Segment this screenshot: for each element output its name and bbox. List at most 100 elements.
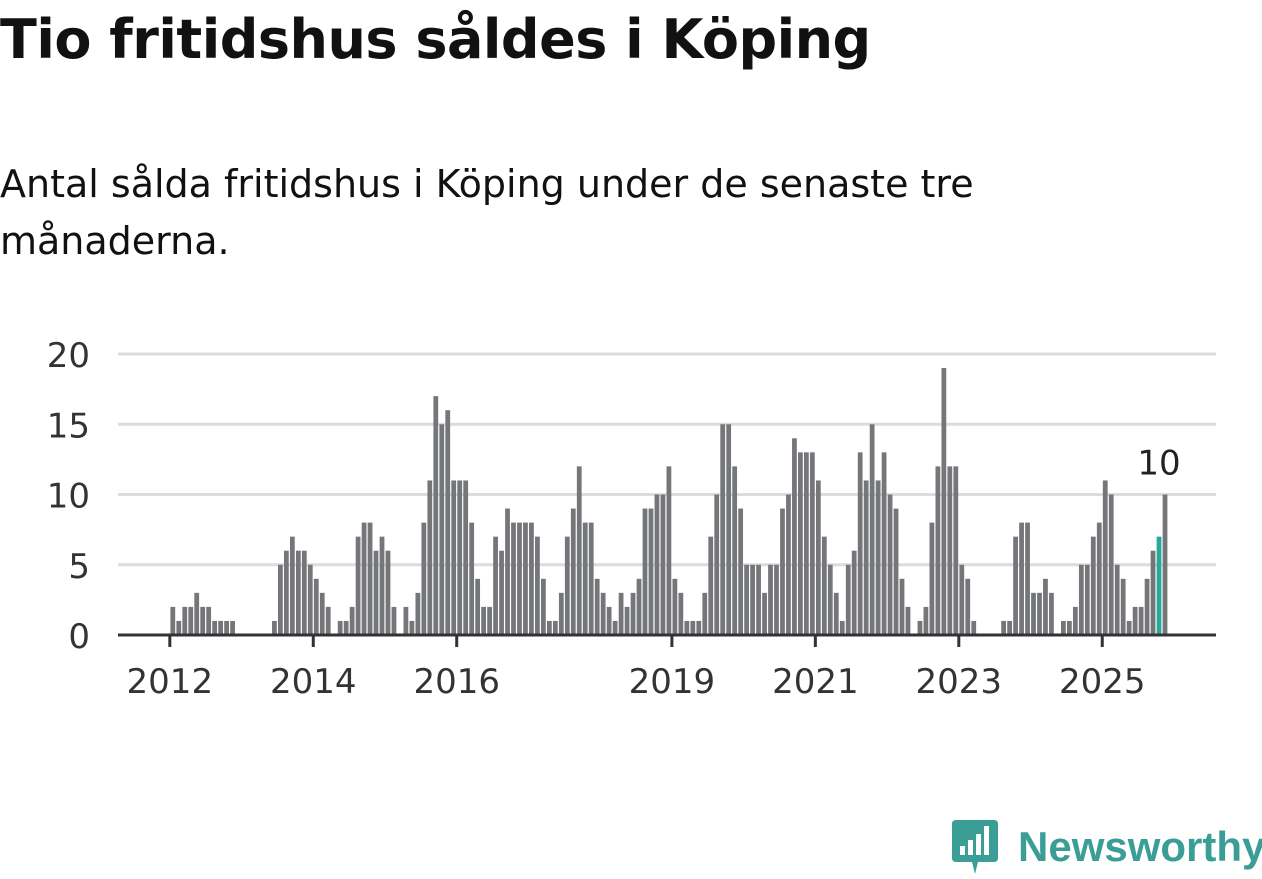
y-tick-label: 10 [47,477,90,517]
bar [475,578,481,635]
bar [648,508,654,635]
bar [917,620,923,635]
bar [511,522,516,635]
bar [720,424,726,635]
bar [361,522,367,635]
highlight-label: 10 [1137,444,1180,484]
bar [505,508,510,635]
bar [1138,606,1144,635]
bar [283,550,289,635]
y-axis-labels: 0 5 10 15 20 [47,336,90,657]
bar [714,494,720,635]
bar [738,508,744,635]
bar [278,564,283,635]
bar [678,592,684,635]
bar [325,606,331,635]
bar [732,466,738,635]
bar [594,578,600,635]
bar [863,480,869,635]
bar [1102,480,1108,635]
bar [762,592,767,635]
bar [786,494,791,635]
bar [965,578,971,635]
bar [1090,536,1096,635]
bar [726,424,732,635]
bar [774,564,779,635]
bar [857,452,863,635]
bar [1114,564,1120,635]
bar [971,620,977,635]
bar [690,620,696,635]
bar [708,536,714,635]
bar-highlighted [1156,536,1162,635]
bar [1120,578,1126,635]
bar [1001,620,1007,635]
bar [439,424,445,635]
bar [1078,564,1084,635]
bar [355,536,361,635]
bar [337,620,343,635]
bar [1150,550,1156,635]
bar [660,494,666,635]
bar [1049,592,1054,635]
bar [541,578,546,635]
bar [744,564,749,635]
bar [415,592,421,635]
bar [307,564,313,635]
bar [391,606,397,635]
bar [630,592,636,635]
bar [881,452,887,635]
bar [499,550,504,635]
x-tick-label: 2016 [413,662,500,702]
bar [379,536,385,635]
newsworthy-logo-icon [952,820,998,874]
x-tick-label: 2021 [772,662,859,702]
bar [809,452,815,635]
bar [1043,578,1048,635]
bar [188,606,194,635]
bar [517,522,522,635]
bar [899,578,905,635]
bar [295,550,301,635]
bar [845,564,851,635]
bar [200,606,206,635]
bar [289,536,295,635]
bar [427,480,433,635]
bar [887,494,893,635]
bar [636,578,642,635]
bar [206,606,212,635]
bar [272,620,277,635]
x-tick-label: 2019 [629,662,716,702]
bar [463,480,469,635]
bar [893,508,899,635]
x-tick-label: 2012 [127,662,214,702]
chart-title: Tio fritidshus såldes i Köping [0,8,871,71]
bar [696,620,702,635]
x-tick-label: 2023 [916,662,1003,702]
bar [301,550,307,635]
chart-subtitle: Antal sålda fritidshus i Köping under de… [0,162,974,263]
bar [481,606,487,635]
bar [827,564,833,635]
bar [529,522,534,635]
bar [343,620,349,635]
bar [433,396,439,635]
bar [403,606,409,635]
bar [421,522,427,635]
bar [570,508,576,635]
y-tick-label: 5 [68,547,90,587]
bar [349,606,355,635]
bar [833,592,839,635]
bar [1037,592,1042,635]
x-axis-labels: 2012 2014 2016 2019 2021 2023 2025 [127,635,1146,702]
bar [869,424,875,635]
bar [588,522,594,635]
bar [409,620,415,635]
bar [702,592,708,635]
bar [1144,578,1150,635]
bar [684,620,690,635]
bar [756,564,761,635]
bars [170,368,1168,635]
bar [935,466,941,635]
bar [941,368,947,635]
